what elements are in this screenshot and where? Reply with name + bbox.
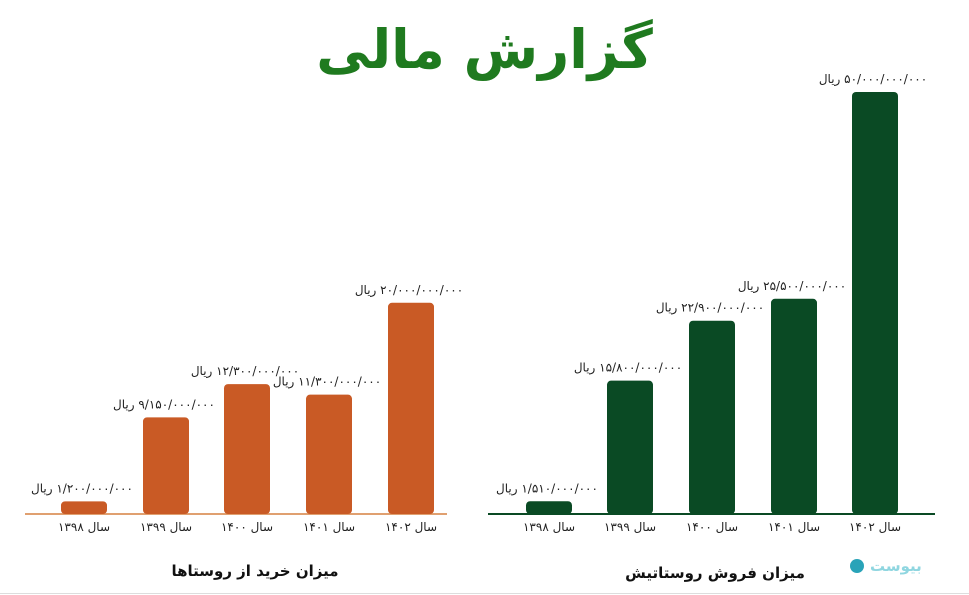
purchase-bar [143, 417, 189, 514]
bottom-divider [0, 593, 969, 594]
sales-tick-label: سال ۱۳۹۹ [604, 520, 656, 534]
sales-chart-title: میزان فروش روستاتیش [625, 564, 805, 582]
purchase-bar [306, 394, 352, 514]
purchase-value-label: ۹/۱۵۰/۰۰۰/۰۰۰ ریال [113, 397, 215, 412]
sales-value-label: ۱/۵۱۰/۰۰۰/۰۰۰ ریال [496, 481, 598, 496]
logo: بیوست [850, 555, 955, 577]
sales-tick-label: سال ۱۴۰۲ [849, 520, 901, 534]
sales-value-label: ۱۵/۸۰۰/۰۰۰/۰۰۰ ریال [574, 361, 682, 376]
logo-text: بیوست [870, 557, 922, 575]
sales-value-label: ۲۵/۵۰۰/۰۰۰/۰۰۰ ریال [738, 279, 846, 294]
sales-tick-label: سال ۱۴۰۰ [686, 520, 738, 534]
purchase-bar [388, 302, 434, 514]
sales-bar [852, 92, 898, 514]
sales-value-label: ۵۰/۰۰۰/۰۰۰/۰۰۰ ریال [819, 72, 927, 87]
page-title: گزارش مالی [316, 18, 653, 81]
circle-logo-icon [850, 559, 864, 573]
purchase-tick-label: سال ۱۴۰۱ [303, 520, 355, 534]
purchase-value-label: ۱۲/۳۰۰/۰۰۰/۰۰۰ ریال [191, 364, 299, 379]
purchase-bar [61, 501, 107, 514]
sales-bar [526, 501, 572, 514]
purchase-tick-label: سال ۱۴۰۲ [385, 520, 437, 534]
purchase-tick-label: سال ۱۴۰۰ [221, 520, 273, 534]
purchase-chart-title: میزان خرید از روستاها [171, 562, 339, 580]
purchase-tick-label: سال ۱۳۹۹ [140, 520, 192, 534]
purchase-bar [224, 384, 270, 514]
sales-bar [771, 298, 817, 514]
sales-bar [689, 320, 735, 514]
sales-bar [607, 380, 653, 514]
purchase-value-label: ۱/۲۰۰/۰۰۰/۰۰۰ ریال [31, 481, 133, 496]
sales-tick-label: سال ۱۳۹۸ [523, 520, 575, 534]
purchase-value-label: ۱۱/۳۰۰/۰۰۰/۰۰۰ ریال [273, 375, 381, 390]
sales-value-label: ۲۲/۹۰۰/۰۰۰/۰۰۰ ریال [656, 301, 764, 316]
sales-tick-label: سال ۱۴۰۱ [768, 520, 820, 534]
purchase-tick-label: سال ۱۳۹۸ [58, 520, 110, 534]
purchase-value-label: ۲۰/۰۰۰/۰۰۰/۰۰۰ ریال [355, 283, 463, 298]
